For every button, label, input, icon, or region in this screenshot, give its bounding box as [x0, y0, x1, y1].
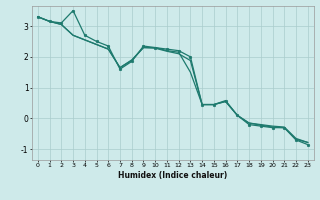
X-axis label: Humidex (Indice chaleur): Humidex (Indice chaleur) — [118, 171, 228, 180]
